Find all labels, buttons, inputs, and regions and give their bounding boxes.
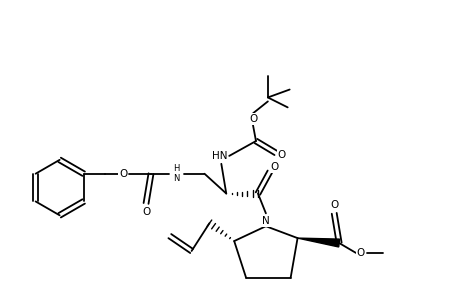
Text: HN: HN <box>212 151 227 161</box>
Text: O: O <box>357 248 365 258</box>
Text: O: O <box>277 150 286 160</box>
Text: O: O <box>119 169 128 179</box>
Text: O: O <box>249 114 257 124</box>
Polygon shape <box>298 238 340 247</box>
Text: H
N: H N <box>174 164 180 184</box>
Text: N: N <box>262 216 270 226</box>
Text: O: O <box>330 200 338 210</box>
Text: O: O <box>142 207 150 217</box>
Text: O: O <box>271 162 279 172</box>
